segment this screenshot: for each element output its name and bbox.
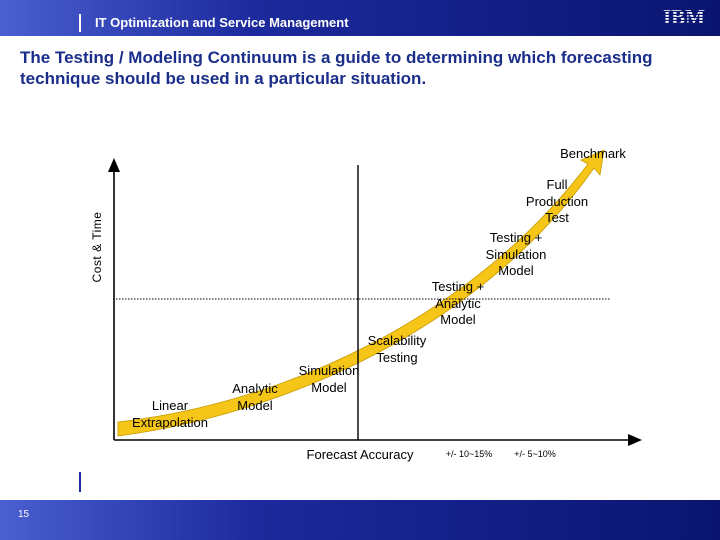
technique-linear-extrapolation: Linear Extrapolation <box>132 398 208 430</box>
y-axis-label: Cost & Time <box>90 211 104 283</box>
ibm-logo: IBM <box>663 6 705 28</box>
slide-headline: The Testing / Modeling Continuum is a gu… <box>20 48 653 88</box>
technique-simulation-model: Simulation Model <box>298 363 360 395</box>
header-bar <box>0 0 720 36</box>
continuum-arrow <box>117 149 605 437</box>
footer-divider <box>79 472 81 492</box>
header-divider <box>79 14 81 32</box>
technique-testing-simulation-model: Testing + Simulation Model <box>485 230 547 278</box>
accuracy-range-2: +/- 5~10% <box>514 449 556 459</box>
technique-analytic-model: Analytic Model <box>232 381 278 413</box>
x-axis-arrowhead <box>628 434 642 446</box>
technique-testing-analytic-model: Testing + Analytic Model <box>431 279 485 327</box>
technique-full-production-test: Full Production Test <box>525 177 589 225</box>
y-axis-arrowhead <box>108 158 120 172</box>
page-number: 15 <box>18 509 30 520</box>
benchmark-label: Benchmark <box>560 146 626 161</box>
x-axis-label: Forecast Accuracy <box>306 447 414 462</box>
accuracy-range-1: +/- 10~15% <box>445 449 493 459</box>
header-title: IT Optimization and Service Management <box>95 15 349 30</box>
technique-scalability-testing: Scalability Testing <box>367 333 427 365</box>
footer-bar <box>0 500 720 540</box>
svg-text:IBM: IBM <box>663 6 705 28</box>
